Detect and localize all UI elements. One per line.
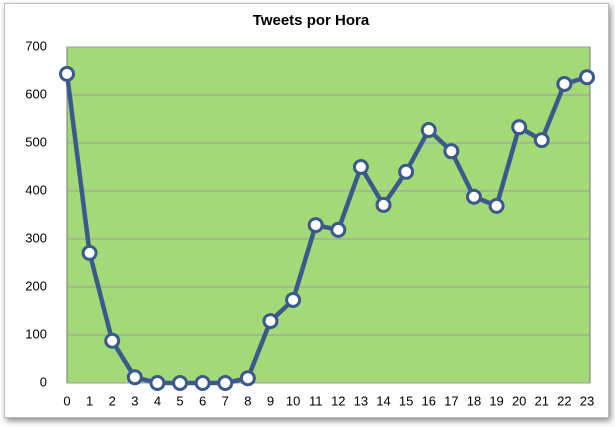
x-tick-label: 5 xyxy=(176,393,183,408)
data-point xyxy=(556,75,573,92)
data-point xyxy=(375,196,392,213)
x-tick-label: 3 xyxy=(131,393,138,408)
data-point xyxy=(217,375,234,391)
x-tick-label: 19 xyxy=(489,393,503,408)
x-tick-label: 12 xyxy=(331,393,345,408)
x-tick-label: 21 xyxy=(535,393,549,408)
x-tick-label: 22 xyxy=(557,393,571,408)
data-point xyxy=(149,375,166,391)
x-tick-label: 20 xyxy=(512,393,526,408)
y-tick-label: 300 xyxy=(25,230,47,245)
data-point xyxy=(307,217,324,234)
x-tick-label: 10 xyxy=(286,393,300,408)
data-point xyxy=(239,370,256,387)
x-tick-label: 23 xyxy=(580,393,594,408)
x-tick-label: 17 xyxy=(444,393,458,408)
data-point xyxy=(126,369,143,386)
data-point xyxy=(488,197,505,214)
data-point xyxy=(352,159,369,175)
data-point xyxy=(172,375,189,391)
y-tick-label: 100 xyxy=(25,326,47,341)
data-point xyxy=(511,119,528,136)
x-tick-label: 14 xyxy=(376,393,390,408)
data-point xyxy=(104,332,121,349)
y-tick-label: 0 xyxy=(40,374,47,389)
y-tick-label: 500 xyxy=(25,134,47,149)
y-tick-label: 600 xyxy=(25,86,47,101)
x-tick-label: 1 xyxy=(86,393,93,408)
x-tick-label: 9 xyxy=(267,393,274,408)
x-tick-label: 2 xyxy=(109,393,116,408)
x-tick-label: 6 xyxy=(199,393,206,408)
x-tick-label: 7 xyxy=(222,393,229,408)
data-point xyxy=(330,221,347,238)
data-point xyxy=(59,65,75,82)
data-point xyxy=(443,143,460,160)
x-tick-label: 16 xyxy=(422,393,436,408)
data-point xyxy=(420,122,437,139)
data-point xyxy=(398,163,415,180)
data-point xyxy=(262,313,279,330)
data-point xyxy=(533,132,550,149)
x-tick-label: 18 xyxy=(467,393,481,408)
data-point xyxy=(579,69,595,86)
data-point xyxy=(81,244,98,261)
data-point xyxy=(465,188,482,205)
y-tick-label: 700 xyxy=(25,38,47,53)
x-tick-label: 11 xyxy=(309,393,323,408)
x-tick-label: 8 xyxy=(244,393,251,408)
chart-title: Tweets por Hora xyxy=(253,12,370,29)
data-point xyxy=(285,291,302,308)
y-tick-label: 200 xyxy=(25,278,47,293)
x-tick-label: 15 xyxy=(399,393,413,408)
x-tick-label: 0 xyxy=(63,393,70,408)
data-point xyxy=(194,375,211,391)
y-tick-label: 400 xyxy=(25,182,47,197)
x-tick-label: 13 xyxy=(354,393,368,408)
x-tick-label: 4 xyxy=(154,393,161,408)
plot-area xyxy=(66,46,591,384)
